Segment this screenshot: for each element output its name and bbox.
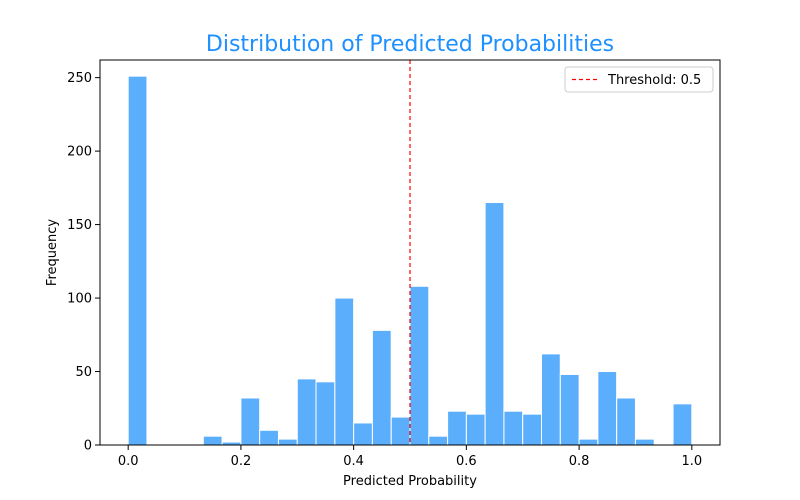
histogram-bar <box>447 410 467 446</box>
histogram-bar <box>503 410 524 446</box>
histogram-bar <box>390 416 411 446</box>
histogram-bar <box>578 438 599 446</box>
x-tick-label: 0.2 <box>231 454 252 469</box>
x-tick-label: 0.4 <box>343 454 364 469</box>
histogram-bar <box>315 381 336 446</box>
y-tick-label: 0 <box>84 439 92 454</box>
histogram-bar <box>522 413 542 446</box>
histogram-bar <box>465 413 486 446</box>
y-axis-ticks: 0 50 100 150 200 250 <box>67 71 100 454</box>
histogram-bar <box>202 435 223 446</box>
chart-title: Distribution of Predicted Probabilities <box>206 32 614 57</box>
histogram-bar <box>278 438 298 446</box>
x-tick-label: 0.6 <box>456 454 477 469</box>
histogram-bar <box>597 371 618 446</box>
histogram-bar <box>616 397 636 446</box>
x-tick-label: 0.8 <box>569 454 590 469</box>
histogram-bar <box>353 422 373 446</box>
histogram-bar <box>259 429 279 446</box>
histogram-bar <box>409 285 430 446</box>
x-axis-label: Predicted Probability <box>343 474 477 489</box>
y-axis-label: Frequency <box>45 219 60 286</box>
histogram-bar <box>296 378 317 446</box>
histogram-bar <box>127 75 148 446</box>
histogram-bar <box>672 403 693 446</box>
y-tick-label: 150 <box>67 218 92 233</box>
histogram-bar <box>634 438 655 446</box>
plot-frame <box>99 59 721 446</box>
x-tick-label: 0.0 <box>118 454 139 469</box>
histogram-bar <box>240 397 261 446</box>
y-tick-label: 100 <box>67 292 92 307</box>
legend-box <box>564 66 714 93</box>
x-axis-ticks: 0.0 0.2 0.4 0.6 0.8 1.0 <box>118 445 702 469</box>
y-tick-label: 250 <box>67 71 92 86</box>
histogram-bar <box>334 297 355 446</box>
histogram-bar <box>428 435 449 446</box>
histogram-bar <box>559 373 580 446</box>
histogram-bar <box>371 329 392 446</box>
y-tick-label: 50 <box>75 365 92 380</box>
histogram-bar <box>540 353 561 446</box>
histogram-bar <box>484 202 505 446</box>
y-tick-label: 200 <box>67 145 92 160</box>
x-tick-label: 1.0 <box>681 454 702 469</box>
legend: Threshold: 0.5 <box>564 66 714 93</box>
legend-threshold-label: Threshold: 0.5 <box>607 73 701 88</box>
